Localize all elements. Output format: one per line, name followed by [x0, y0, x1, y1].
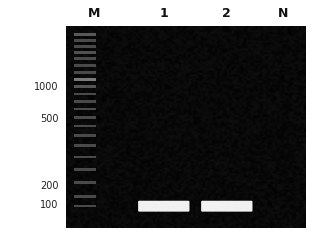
Text: 1: 1 — [159, 7, 168, 19]
Bar — [74, 181, 96, 184]
Bar — [74, 168, 96, 171]
Text: N: N — [278, 7, 289, 19]
Bar — [74, 125, 96, 128]
Bar — [74, 100, 96, 103]
Bar — [74, 58, 96, 60]
Text: 100: 100 — [40, 200, 58, 210]
Bar — [74, 64, 96, 67]
Bar — [74, 145, 96, 147]
Bar — [74, 205, 96, 208]
Bar — [74, 40, 96, 42]
Text: 500: 500 — [40, 114, 58, 123]
Bar — [74, 85, 96, 88]
Bar — [74, 93, 96, 95]
Bar — [74, 108, 96, 110]
Bar — [74, 51, 96, 54]
FancyBboxPatch shape — [138, 201, 190, 212]
Bar — [74, 33, 96, 36]
Bar — [66, 26, 306, 228]
Bar — [74, 155, 96, 158]
Bar — [74, 78, 96, 81]
Bar — [74, 71, 96, 74]
Text: 2: 2 — [222, 7, 231, 19]
Bar — [74, 195, 96, 198]
Bar — [74, 134, 96, 137]
Text: 1000: 1000 — [34, 82, 58, 91]
Bar — [74, 116, 96, 119]
FancyBboxPatch shape — [201, 201, 253, 212]
Bar — [74, 46, 96, 48]
Text: 200: 200 — [40, 181, 58, 191]
Text: M: M — [88, 7, 101, 19]
